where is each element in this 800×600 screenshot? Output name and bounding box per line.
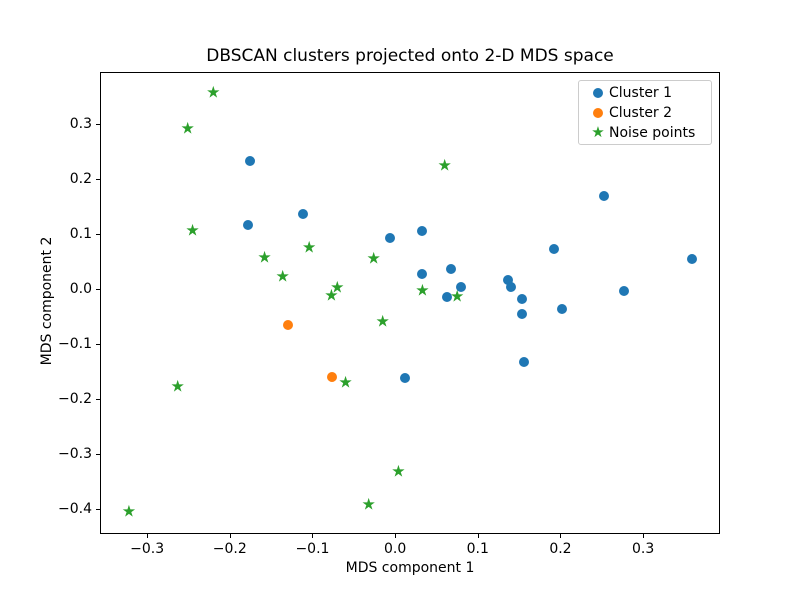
data-point-cluster-1 — [416, 269, 427, 280]
data-point-cluster-1 — [686, 254, 697, 265]
x-tick-mark — [147, 534, 149, 538]
data-point-cluster-2 — [282, 319, 293, 330]
y-tick-label: 0.2 — [69, 170, 92, 187]
legend-label: Cluster 2 — [609, 104, 673, 121]
data-point-cluster-1 — [517, 308, 528, 319]
x-axis-label: MDS component 1 — [345, 560, 475, 576]
plot-area — [100, 72, 720, 534]
y-axis-label: MDS component 2 — [39, 236, 55, 366]
x-tick-label: 0.3 — [631, 541, 655, 557]
data-point-noise-points: ★ — [257, 247, 272, 267]
data-point-noise-points: ★ — [301, 237, 317, 257]
y-tick-mark — [96, 399, 100, 401]
x-tick-label: 0.0 — [383, 541, 407, 557]
y-tick-mark — [96, 123, 100, 125]
data-point-noise-points: ★ — [437, 155, 452, 175]
x-tick-mark — [229, 534, 231, 538]
y-tick-mark — [96, 454, 100, 456]
data-point-noise-points: ★ — [180, 118, 195, 138]
data-point-cluster-1 — [505, 281, 516, 292]
legend-item-cluster-2: Cluster 2 — [579, 103, 711, 123]
data-point-cluster-2 — [327, 372, 338, 383]
data-point-noise-points: ★ — [375, 311, 390, 331]
x-tick-mark — [477, 534, 479, 538]
x-tick-label: −0.3 — [130, 541, 165, 557]
y-tick-mark — [96, 288, 100, 290]
y-tick-label: −0.1 — [58, 336, 92, 353]
noise-points-star-icon: ★ — [591, 123, 605, 141]
data-point-noise-points: ★ — [170, 376, 185, 396]
x-tick-label: 0.2 — [549, 541, 572, 557]
data-point-cluster-1 — [557, 304, 568, 315]
data-point-cluster-1 — [442, 292, 453, 303]
data-point-cluster-1 — [400, 372, 411, 383]
legend-label: Noise points — [609, 124, 696, 141]
data-point-cluster-1 — [416, 226, 427, 237]
y-tick-label: 0.1 — [69, 225, 92, 242]
data-point-noise-points: ★ — [361, 494, 376, 514]
data-point-noise-points: ★ — [366, 248, 381, 268]
x-tick-mark — [395, 534, 397, 538]
legend-marker-cell — [587, 107, 609, 118]
x-tick-mark — [312, 534, 314, 538]
data-point-noise-points: ★ — [206, 82, 221, 102]
data-point-noise-points: ★ — [275, 266, 290, 286]
data-point-noise-points: ★ — [330, 277, 345, 297]
y-tick-mark — [96, 344, 100, 346]
data-point-noise-points: ★ — [324, 284, 339, 304]
data-point-cluster-1 — [519, 357, 530, 368]
y-tick-label: −0.3 — [58, 446, 92, 463]
legend-item-noise-points: ★ Noise points — [579, 123, 711, 143]
y-tick-mark — [96, 178, 100, 180]
chart-title: DBSCAN clusters projected onto 2-D MDS s… — [206, 46, 614, 66]
data-point-cluster-1 — [516, 293, 527, 304]
legend-marker-cell: ★ — [587, 123, 609, 141]
y-tick-mark — [96, 233, 100, 235]
x-tick-mark — [643, 534, 645, 538]
data-point-noise-points: ★ — [185, 220, 200, 240]
x-tick-label: −0.1 — [295, 541, 330, 557]
data-point-cluster-1 — [619, 286, 630, 297]
legend: Cluster 1 Cluster 2 ★ Noise points — [578, 80, 712, 145]
legend-marker-cell — [587, 87, 609, 98]
cluster-1-marker-icon — [593, 87, 603, 98]
legend-label: Cluster 1 — [609, 84, 673, 101]
data-point-noise-points: ★ — [338, 372, 353, 392]
data-point-cluster-1 — [298, 208, 309, 219]
cluster-2-marker-icon — [593, 107, 603, 118]
data-point-noise-points: ★ — [121, 501, 137, 521]
data-point-cluster-1 — [385, 233, 396, 244]
data-point-cluster-1 — [548, 243, 559, 254]
x-tick-label: 0.1 — [466, 541, 489, 557]
data-point-noise-points: ★ — [449, 286, 465, 306]
data-point-cluster-1 — [446, 263, 457, 274]
data-point-noise-points: ★ — [391, 461, 406, 481]
x-tick-label: −0.2 — [212, 541, 247, 557]
data-point-noise-points: ★ — [415, 280, 430, 300]
y-tick-label: 0.3 — [69, 115, 92, 132]
y-tick-label: −0.4 — [58, 501, 92, 518]
legend-item-cluster-1: Cluster 1 — [579, 83, 711, 103]
y-tick-label: −0.2 — [58, 391, 92, 408]
y-tick-mark — [96, 509, 100, 511]
y-tick-label: 0.0 — [69, 280, 92, 297]
x-tick-mark — [560, 534, 562, 538]
data-point-cluster-1 — [456, 282, 467, 293]
data-point-cluster-1 — [503, 274, 514, 285]
data-point-cluster-1 — [244, 155, 255, 166]
data-point-cluster-1 — [242, 219, 253, 230]
data-point-cluster-1 — [599, 190, 610, 201]
